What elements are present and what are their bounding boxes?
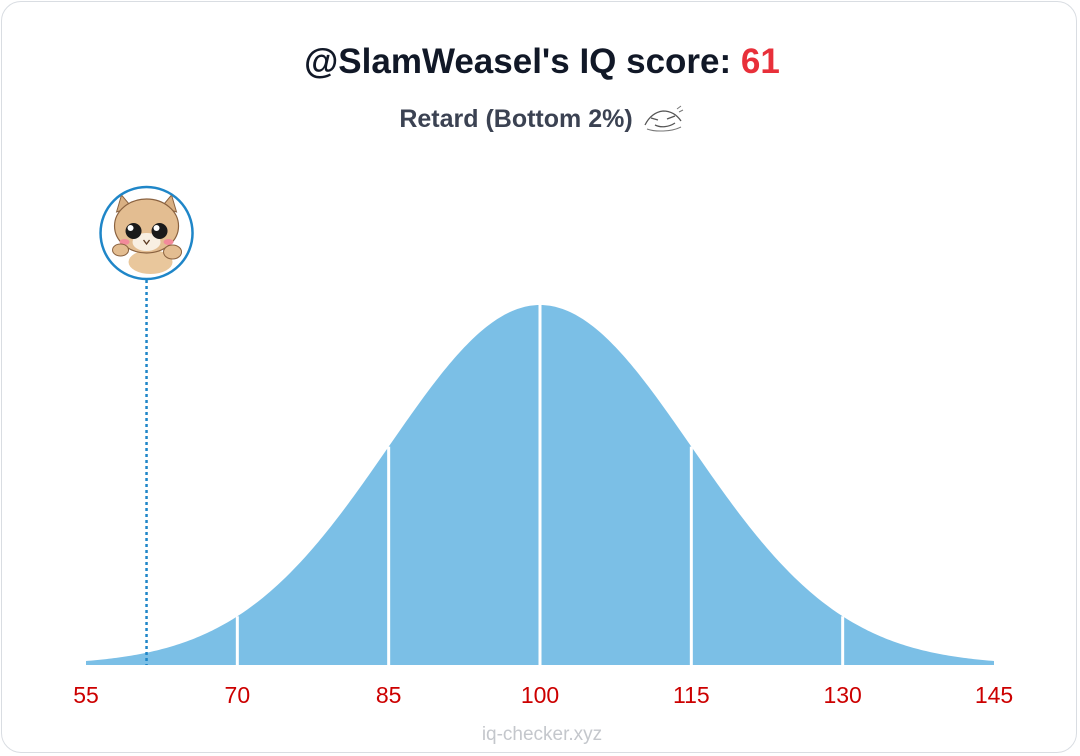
x-tick-label-85: 85 (376, 682, 402, 708)
smug-face-icon (644, 105, 683, 132)
x-tick-label-115: 115 (673, 682, 710, 708)
x-tick-label-70: 70 (225, 682, 251, 708)
score-category-label: Retard (Bottom 2%) (399, 105, 633, 133)
x-tick-label-100: 100 (521, 682, 559, 708)
page-title: @SlamWeasel's IQ score: 61 (2, 42, 1080, 82)
score-category: Retard (Bottom 2%) (2, 103, 1080, 134)
avatar (99, 185, 194, 281)
watermark: iq-checker.xyz (481, 724, 603, 745)
x-tick-label-130: 130 (823, 682, 861, 708)
iq-score-value: 61 (740, 42, 780, 81)
title-text: @SlamWeasel's IQ score: (304, 42, 741, 81)
x-tick-label-145: 145 (975, 682, 1013, 708)
x-tick-label-55: 55 (73, 682, 99, 708)
